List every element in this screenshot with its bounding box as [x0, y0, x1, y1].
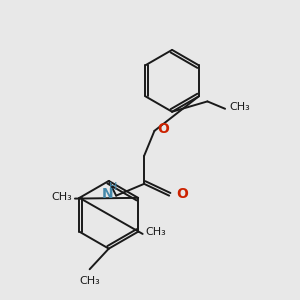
Text: CH₃: CH₃ [79, 276, 100, 286]
Text: O: O [176, 187, 188, 201]
Text: CH₃: CH₃ [146, 227, 166, 237]
Text: CH₃: CH₃ [230, 102, 250, 112]
Text: N: N [102, 187, 113, 201]
Text: CH₃: CH₃ [51, 192, 72, 202]
Text: H: H [109, 182, 117, 192]
Text: O: O [158, 122, 169, 136]
